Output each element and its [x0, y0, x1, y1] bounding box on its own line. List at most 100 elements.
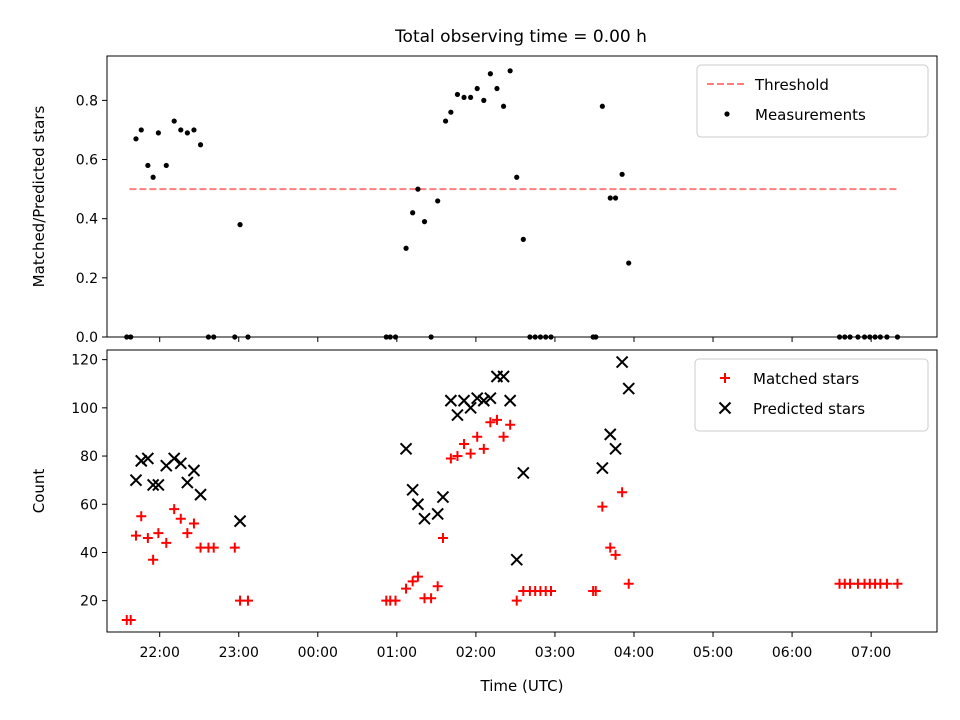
data-point	[181, 476, 194, 489]
y-axis-label: Count	[30, 469, 48, 514]
data-point	[505, 419, 516, 430]
data-point	[383, 334, 389, 340]
x-tick-label: 23:00	[219, 645, 259, 661]
data-point	[503, 394, 517, 407]
data-point	[152, 478, 165, 492]
legend-handle	[720, 373, 730, 383]
data-point	[487, 71, 493, 77]
data-point	[532, 334, 538, 340]
data-point	[537, 334, 544, 340]
axes-frame	[106, 55, 938, 338]
data-point	[194, 488, 207, 501]
legend-label: Threshold	[754, 76, 829, 94]
data-point	[125, 614, 136, 625]
data-point	[497, 370, 510, 383]
x-tick-label: 07:00	[851, 645, 891, 661]
data-point	[510, 553, 523, 566]
data-point	[187, 464, 201, 477]
legend-handle	[718, 401, 732, 415]
data-point	[392, 334, 399, 340]
data-point	[444, 394, 458, 407]
data-point	[175, 513, 186, 524]
series-predicted-stars	[129, 355, 635, 566]
data-point	[141, 452, 155, 465]
data-point	[188, 518, 199, 529]
data-point	[596, 461, 609, 475]
data-point	[411, 498, 425, 511]
y-tick-label: 20	[80, 594, 98, 610]
data-point	[167, 452, 181, 465]
data-point	[233, 514, 247, 528]
y-axis-label: Matched/Predicted stars	[30, 106, 48, 288]
data-point	[605, 542, 616, 553]
data-point	[511, 595, 522, 606]
y-tick-label: 120	[71, 353, 98, 369]
data-point	[436, 490, 450, 504]
data-point	[468, 94, 474, 101]
data-point	[478, 443, 489, 454]
data-point	[607, 195, 613, 201]
data-point	[211, 334, 217, 340]
data-point	[454, 91, 461, 98]
data-point	[514, 174, 520, 180]
x-tick-label: 06:00	[772, 645, 812, 661]
data-point	[599, 103, 605, 109]
data-point	[415, 186, 421, 192]
data-point	[622, 382, 635, 395]
data-point	[548, 334, 554, 340]
y-tick-label: 0.4	[76, 212, 98, 228]
data-point	[623, 578, 634, 589]
data-point	[609, 442, 622, 456]
data-point	[421, 219, 428, 225]
data-point	[184, 130, 190, 136]
data-point	[232, 334, 238, 340]
data-point	[855, 334, 861, 340]
data-point	[437, 533, 448, 543]
data-point	[545, 586, 556, 597]
data-point	[836, 334, 843, 340]
data-point	[412, 571, 423, 582]
data-point	[406, 483, 419, 497]
data-point	[150, 174, 156, 180]
data-point	[590, 586, 601, 597]
ratio-panel: 0.0 0.2 0.4 0.6 0.8 Matched/Predicted stars Th…	[30, 55, 938, 346]
data-point	[494, 85, 500, 92]
data-point	[432, 581, 443, 592]
data-point	[410, 210, 416, 216]
data-point	[612, 195, 619, 201]
x-tick-label: 22:00	[140, 645, 180, 661]
data-point	[403, 245, 409, 251]
data-point	[138, 127, 144, 133]
x-tick-label: 02:00	[456, 645, 496, 661]
data-point	[485, 417, 496, 428]
x-tick-label: 00:00	[298, 645, 338, 661]
data-point	[461, 94, 467, 101]
figure-title: Total observing time = 0.00 h	[394, 27, 647, 47]
data-point	[435, 198, 441, 204]
data-point	[472, 431, 483, 442]
data-point	[507, 68, 513, 74]
data-point	[452, 451, 463, 462]
data-point	[229, 542, 240, 553]
data-point	[445, 453, 456, 464]
data-point	[484, 391, 497, 405]
x-tick-label: 04:00	[614, 645, 654, 661]
data-point	[881, 578, 892, 589]
data-point	[407, 576, 418, 587]
data-point	[142, 533, 153, 543]
data-point	[169, 504, 180, 515]
y-tick-label: 40	[80, 545, 98, 561]
y-tick-label: 100	[71, 401, 98, 417]
data-point	[491, 414, 502, 425]
data-point	[208, 542, 219, 553]
data-point	[867, 334, 873, 340]
data-point	[527, 334, 533, 340]
data-point	[145, 162, 151, 169]
data-point	[520, 236, 526, 242]
data-point	[136, 511, 147, 522]
data-point	[242, 595, 253, 606]
data-point	[431, 507, 444, 521]
data-point	[593, 334, 599, 340]
data-point	[399, 442, 413, 456]
